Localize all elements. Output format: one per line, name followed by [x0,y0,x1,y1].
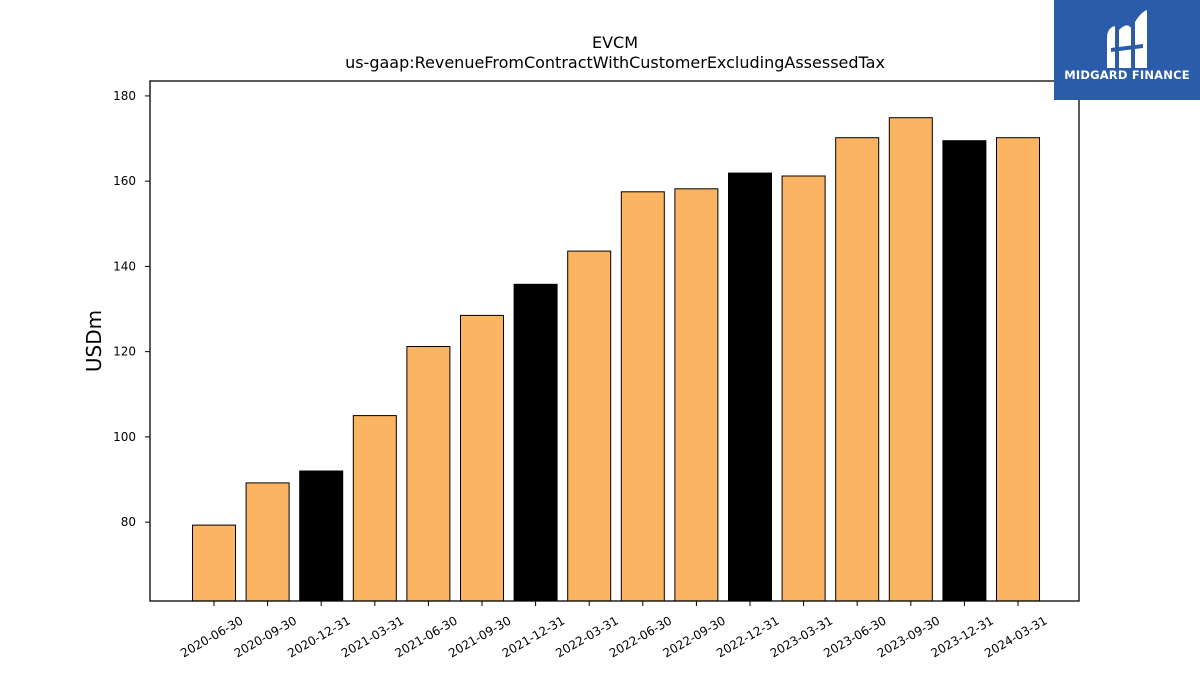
midgard-logo-icon [1107,10,1147,68]
plot-frame [149,80,1080,602]
bar-2023-03-31 [781,175,826,602]
y-tick-label: 180 [113,89,136,103]
bars-group [192,117,1040,602]
bar-2020-12-31 [299,470,344,602]
brand-name: MIDGARD FINANCE [1064,68,1190,82]
y-axis-label: USDm [82,310,106,372]
bar-2020-09-30 [245,482,290,602]
bar-2022-03-31 [567,250,612,602]
bar-2024-03-31 [996,137,1040,602]
bar-2023-12-31 [942,140,987,602]
chart-title: EVCM [592,33,638,52]
bar-2022-09-30 [674,188,719,602]
x-ticks-group: 2020-06-302020-09-302020-12-312021-03-31… [178,601,1050,660]
y-tick-label: 140 [113,259,136,273]
bar-2020-06-30 [192,524,236,602]
chart-subtitle: us-gaap:RevenueFromContractWithCustomerE… [345,53,885,72]
bar-2022-06-30 [620,191,665,602]
bar-2022-12-31 [728,172,772,602]
y-tick-label: 160 [113,174,136,188]
y-tick-label: 120 [113,345,136,359]
bar-2021-12-31 [513,283,558,602]
y-tick-label: 100 [113,430,136,444]
bar-2023-06-30 [835,137,880,602]
bar-2023-09-30 [888,117,933,602]
bar-2021-06-30 [406,346,451,602]
y-ticks-group: 80 100 120 140 160 180 [113,89,150,529]
bar-2021-09-30 [460,314,504,602]
y-tick-label: 80 [121,515,136,529]
brand-logo: MIDGARD FINANCE [1054,0,1200,100]
bar-2021-03-31 [352,415,397,602]
